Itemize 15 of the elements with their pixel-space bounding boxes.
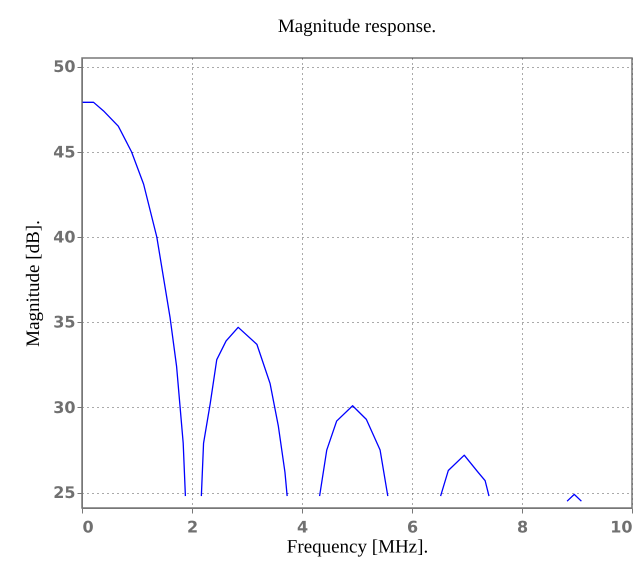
y-tick-label: 30 <box>53 398 76 417</box>
y-tick-label: 50 <box>53 57 76 76</box>
y-tick-label: 40 <box>53 227 76 246</box>
x-axis-title: Frequency [MHz]. <box>286 536 428 558</box>
x-tick-label: 2 <box>186 518 198 536</box>
x-tick-label: 8 <box>516 518 528 536</box>
x-tick-label: 4 <box>296 518 308 536</box>
y-tick-label: 25 <box>53 483 76 502</box>
x-tick-label: 10 <box>610 518 632 536</box>
y-axis-title: Magnitude [dB]. <box>23 220 44 347</box>
y-tick-label: 35 <box>53 312 76 332</box>
x-tick-label: 6 <box>406 518 418 536</box>
y-tick-label: 45 <box>53 142 76 162</box>
x-tick-label: 0 <box>82 518 94 536</box>
chart-title: Magnitude response. <box>278 16 436 37</box>
